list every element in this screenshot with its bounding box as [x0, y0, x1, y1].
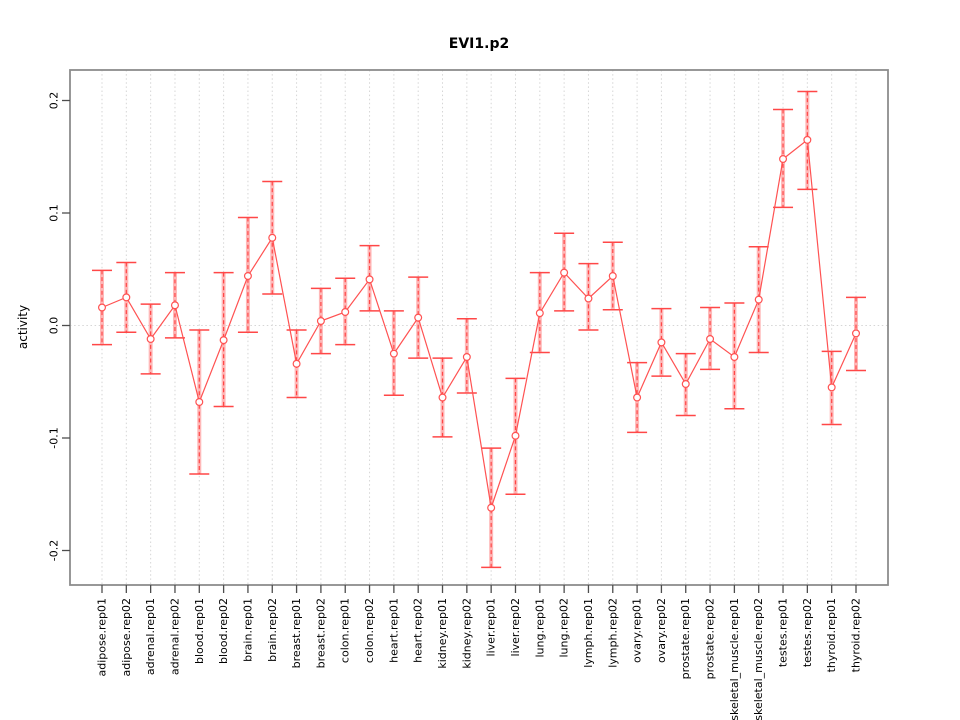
data-point — [633, 393, 642, 402]
data-point — [535, 309, 544, 318]
data-point — [730, 353, 739, 362]
x-tick-label: prostate.rep01 — [679, 598, 692, 679]
x-tick-label: lymph.rep01 — [582, 598, 595, 668]
x-tick-label: testes.rep02 — [801, 598, 814, 667]
data-point — [584, 294, 593, 303]
x-tick-label: skeletal_muscle.rep01 — [728, 598, 741, 720]
data-point — [803, 135, 812, 144]
data-point — [487, 503, 496, 512]
data-point — [268, 233, 277, 242]
series-line — [101, 138, 857, 508]
data-point — [292, 359, 301, 368]
data-point — [195, 398, 204, 407]
data-point — [657, 338, 666, 347]
x-tick-label: testes.rep01 — [777, 598, 790, 667]
x-tick-label: ovary.rep01 — [631, 598, 644, 663]
x-tick-label: kidney.rep02 — [460, 598, 473, 669]
data-point — [389, 349, 398, 358]
plot-box — [69, 69, 889, 586]
x-tick-label: colon.rep01 — [339, 598, 352, 663]
y-axis-label: activity — [16, 305, 30, 349]
data-point — [97, 303, 106, 312]
x-tick-label: skeletal_muscle.rep02 — [752, 598, 765, 720]
data-point — [341, 308, 350, 317]
data-point — [219, 336, 228, 345]
x-tick-label: adrenal.rep01 — [144, 598, 157, 675]
x-tick-label: prostate.rep02 — [704, 598, 717, 679]
data-point — [170, 301, 179, 310]
data-point — [681, 380, 690, 389]
x-tick-label: ovary.rep02 — [655, 598, 668, 663]
x-tick-label: blood.rep02 — [217, 598, 230, 664]
x-tick-label: heart.rep01 — [387, 598, 400, 663]
data-point — [706, 335, 715, 344]
data-series — [92, 90, 866, 569]
x-tick-label: breast.rep01 — [290, 598, 303, 668]
x-tick-label: lung.rep02 — [558, 598, 571, 658]
x-tick-label: adipose.rep01 — [96, 598, 109, 677]
data-point — [851, 329, 860, 338]
data-point — [608, 272, 617, 281]
y-tick-label: 0.2 — [48, 92, 61, 110]
x-tick-label: blood.rep01 — [193, 598, 206, 664]
x-tick-label: lung.rep01 — [533, 598, 546, 658]
data-point — [122, 293, 131, 302]
data-point — [146, 335, 155, 344]
x-tick-label: colon.rep02 — [363, 598, 376, 663]
x-tick-label: breast.rep02 — [314, 598, 327, 668]
x-tick-label: adipose.rep02 — [120, 598, 133, 677]
x-tick-label: brain.rep01 — [241, 598, 254, 662]
y-tick-label: 0.1 — [48, 204, 61, 222]
axes: 0.2 0.1 0.0 -0.1 -0.2 adipose.rep01 adipose.re… — [48, 69, 889, 720]
y-tick-label: -0.1 — [48, 427, 61, 448]
data-point — [560, 268, 569, 277]
data-point — [779, 155, 788, 164]
x-tick-label: lymph.rep02 — [606, 598, 619, 668]
data-point — [827, 383, 836, 392]
x-tick-label: thyroid.rep02 — [850, 598, 863, 672]
chart-title: EVI1.p2 — [449, 36, 509, 52]
x-tick-label: liver.rep01 — [485, 598, 498, 656]
data-point — [438, 393, 447, 402]
x-tick-label: thyroid.rep01 — [825, 598, 838, 672]
data-point — [754, 295, 763, 304]
data-point — [462, 353, 471, 362]
data-point — [316, 317, 325, 326]
x-tick-label: brain.rep02 — [266, 598, 279, 662]
data-point — [365, 275, 374, 284]
y-tick-label: 0.0 — [48, 317, 61, 335]
data-point — [414, 313, 423, 322]
x-tick-label: heart.rep02 — [412, 598, 425, 663]
x-tick-label: liver.rep02 — [509, 598, 522, 656]
x-tick-label: kidney.rep01 — [436, 598, 449, 669]
data-point — [511, 431, 520, 440]
x-tick-label: adrenal.rep02 — [168, 598, 181, 675]
y-tick-label: -0.2 — [48, 540, 61, 561]
data-point — [243, 272, 252, 281]
grid-lines — [70, 70, 888, 585]
